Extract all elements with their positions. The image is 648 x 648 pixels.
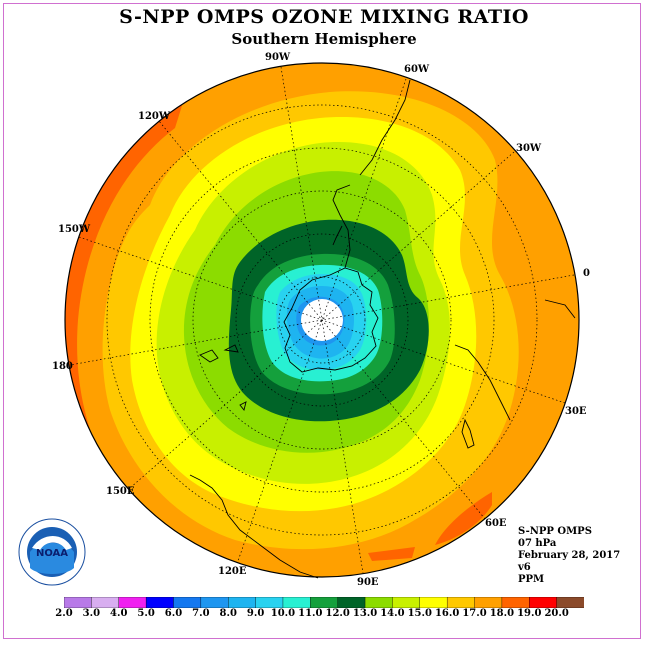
colorbar-swatch: [64, 597, 93, 608]
colorbar-tick-label: 12.0: [325, 608, 350, 619]
label-30w: 30W: [516, 143, 542, 154]
colorbar-tick-label: 6.0: [164, 608, 183, 619]
colorbar-swatch: [392, 597, 421, 608]
africa-tip: [454, 344, 511, 421]
colorbar-swatch: [529, 597, 558, 608]
band-18-right: [435, 492, 492, 545]
colorbar: [64, 597, 584, 608]
colorbar-swatch: [446, 597, 476, 608]
label-120e: 120E: [218, 566, 247, 577]
colorbar-tick-label: 10.0: [270, 608, 296, 619]
plot-frame: [3, 3, 641, 639]
label-90e: 90E: [357, 577, 379, 588]
band-18-bottom: [368, 547, 415, 561]
latitude-circle-80: [278, 276, 366, 364]
coastlines: [189, 79, 576, 579]
label-60e: 60E: [485, 518, 507, 529]
south-america-tip: [332, 225, 343, 246]
colorbar-tick-label: 14.0: [380, 608, 405, 619]
colorbar-tick-label: 5.0: [137, 608, 155, 619]
colorbar-tick-label: 11.0: [298, 608, 323, 619]
label-150w: 150W: [58, 224, 91, 235]
label-0: 0: [583, 268, 590, 279]
colorbar-tick-label: 16.0: [434, 608, 460, 619]
colorbar-swatch: [556, 597, 584, 608]
meridian-30w-150e: [129, 151, 515, 489]
colorbar-tick-label: 2.0: [55, 608, 73, 619]
latitude-circle-50: [149, 147, 495, 493]
colorbar-swatch: [91, 597, 120, 608]
meridian-0-180: [69, 274, 575, 366]
info-units: PPM: [518, 574, 545, 585]
colorbar-swatch: [310, 597, 339, 608]
colorbar-swatch: [474, 597, 503, 608]
south-america: [359, 79, 411, 176]
info-product: S-NPP OMPS: [518, 526, 592, 537]
map-disk-outline: [64, 62, 580, 578]
colorbar-swatch: [200, 597, 229, 608]
antarctic-peninsula: [332, 184, 351, 269]
label-120w: 120W: [138, 111, 171, 122]
australia: [189, 474, 319, 579]
colorbar-swatch: [173, 597, 202, 608]
colorbar-swatch: [228, 597, 257, 608]
madagascar: [461, 418, 475, 449]
meridian-60e-120w: [158, 120, 486, 520]
latitude-circle-60: [192, 190, 452, 450]
antarctica-coast: [283, 267, 379, 373]
colorbar-tick-label: 8.0: [219, 608, 237, 619]
colorbar-swatch: [364, 597, 394, 608]
colorbar-ticks: 2.0 3.0 4.0 5.0 6.0 7.0 8.0 9.0 10.0 11.0 12.0 13.0…: [0, 608, 648, 622]
tasmania: [239, 401, 247, 411]
new-zealand: [199, 349, 219, 363]
label-30e: 30E: [565, 406, 587, 417]
band-18-left: [65, 80, 250, 577]
label-60w: 60W: [404, 64, 430, 75]
colorbar-tick-label: 17.0: [462, 608, 487, 619]
latitude-circle-70: [235, 233, 409, 407]
colorbar-swatch: [501, 597, 530, 608]
info-level: 07 hPa: [518, 538, 557, 549]
info-version: v6: [518, 562, 531, 573]
africa-east: [544, 299, 576, 319]
colorbar-tick-label: 7.0: [192, 608, 210, 619]
colorbar-tick-label: 9.0: [246, 608, 265, 619]
colorbar-swatch: [337, 597, 366, 608]
colorbar-tick-label: 18.0: [489, 608, 515, 619]
colorbar-tick-label: 3.0: [82, 608, 101, 619]
label-150e: 150E: [106, 486, 135, 497]
noaa-logo-text: NOAA: [36, 548, 68, 559]
meridian-60w-120e: [237, 78, 407, 562]
colorbar-swatch: [255, 597, 284, 608]
info-date: February 28, 2017: [518, 550, 621, 561]
map-subtitle: Southern Hemisphere: [231, 30, 417, 48]
product-info: S-NPP OMPS 07 hPa February 28, 2017 v6 P…: [518, 526, 620, 586]
colorbar-tick-label: 4.0: [110, 608, 128, 619]
colorbar-swatch: [282, 597, 312, 608]
latitude-circle-40: [106, 104, 538, 536]
colorbar-tick-label: 15.0: [407, 608, 432, 619]
colorbar-swatch: [419, 597, 448, 608]
colorbar-swatch: [145, 597, 175, 608]
colorbar-swatch: [118, 597, 147, 608]
colorbar-tick-label: 20.0: [544, 608, 569, 619]
map-title: S-NPP OMPS OZONE MIXING RATIO: [119, 6, 529, 28]
label-180: 180: [52, 361, 73, 372]
noaa-logo: NOAA: [18, 518, 86, 586]
graticule: [69, 66, 575, 574]
colorbar-tick-label: 13.0: [352, 608, 378, 619]
colorbar-tick-label: 19.0: [517, 608, 542, 619]
label-90w: 90W: [265, 52, 291, 63]
new-zealand-south: [223, 344, 239, 353]
